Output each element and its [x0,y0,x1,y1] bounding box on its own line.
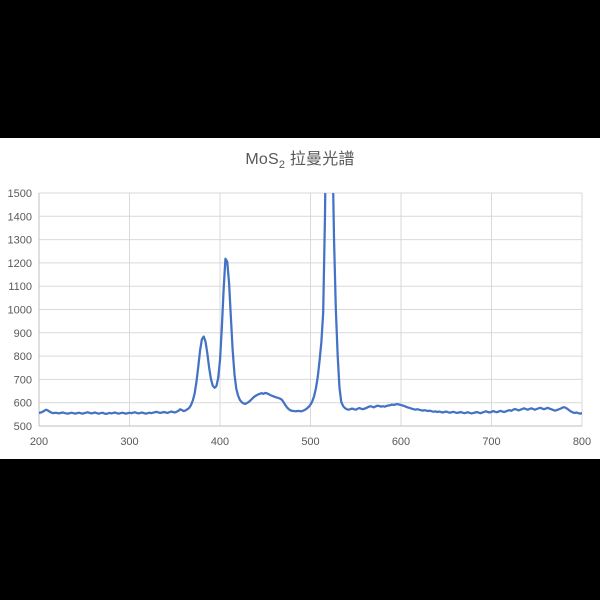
chart-title-suffix: 拉曼光譜 [285,151,355,168]
letterbox-bottom [0,459,600,600]
y-axis-tick-label: 800 [14,351,32,363]
y-axis-tick-label: 1300 [8,235,32,247]
x-axis-tick-label: 600 [392,436,410,448]
x-axis-tick-label: 300 [120,436,138,448]
y-axis-tick-label: 700 [14,374,32,386]
raman-spectrum-chart: 500 600 700 800 900 1000 1100 1200 1300 1400 1500 2… [8,188,592,448]
x-axis-tick-label: 500 [301,436,319,448]
y-axis-tick-label: 1000 [8,305,32,317]
chart-title: MoS2 拉曼光譜 [0,147,600,173]
x-axis-tick-label: 400 [211,436,229,448]
spectrum-line [39,193,582,416]
chart-panel: 500 600 700 800 900 1000 1100 1200 1300 1400 1500 2… [0,138,600,459]
y-axis-tick-label: 900 [14,328,32,340]
x-axis-tick-label: 200 [30,436,48,448]
x-axis-tick-label: 700 [482,436,500,448]
y-axis-tick-label: 500 [14,421,32,433]
x-axis-tick-label: 800 [573,436,591,448]
y-axis-tick-label: 1100 [8,281,32,293]
letterbox-top [0,0,600,138]
chart-title-text: MoS [245,151,279,168]
chart-title-subscript: 2 [278,159,286,172]
y-axis-tick-label: 1400 [8,211,32,223]
y-axis-tick-label: 1500 [8,188,32,200]
y-axis-tick-label: 1200 [8,258,32,270]
y-axis-tick-label: 600 [14,398,32,410]
